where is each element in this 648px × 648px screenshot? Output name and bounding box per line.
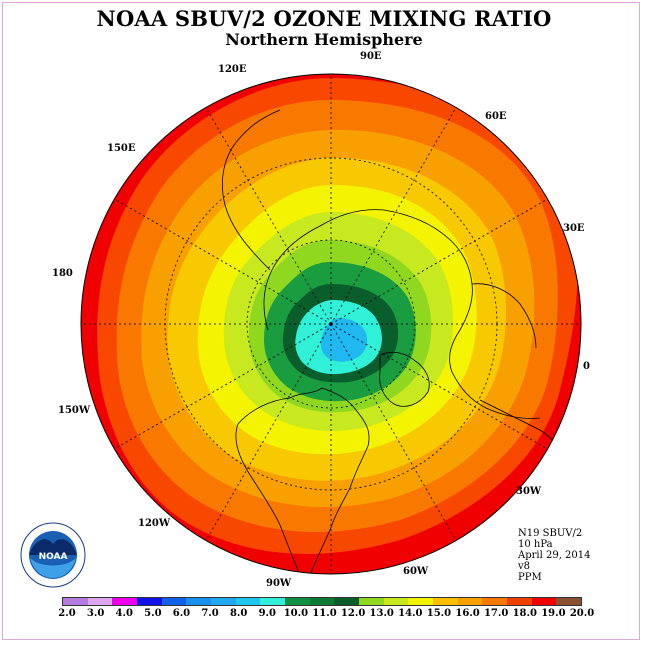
logo-text: NOAA: [39, 552, 68, 562]
lon-label-150e: 150E: [107, 143, 136, 154]
colorbar-tick-label: 18.0: [512, 608, 537, 619]
lon-label-180: 180: [52, 268, 73, 279]
logo-bird-icon: [29, 539, 77, 555]
colorbar-swatch: [235, 598, 261, 605]
lon-label-0: 0: [583, 361, 590, 372]
colorbar-swatch: [137, 598, 162, 605]
meridian-line: [114, 323, 332, 450]
colorbar-tick-label: 6.0: [172, 608, 191, 619]
meridian-lines: [81, 74, 581, 574]
lon-label-60w: 60W: [403, 566, 429, 577]
colorbar-swatch: [112, 598, 138, 605]
meridian-line: [330, 107, 457, 325]
map-subtitle: Northern Hemisphere: [225, 30, 423, 49]
version-label: v8: [518, 561, 531, 572]
latitude-circle-60n: [246, 239, 416, 409]
page-frame: [2, 2, 640, 640]
meridian-line: [205, 323, 332, 541]
coastline-north-america: [235, 387, 370, 574]
colorbar-tick-label: 12.0: [340, 608, 366, 619]
meridian-line: [330, 323, 548, 450]
lon-label-120w: 120W: [138, 518, 171, 529]
coastlines: [221, 109, 571, 574]
date-label: April 29, 2014: [518, 550, 591, 561]
colorbar-tick-label: 9.0: [258, 608, 276, 619]
colorbar-swatch: [285, 598, 310, 605]
colorbar-tick-label: 20.0: [569, 608, 595, 619]
meridian-line: [330, 323, 457, 541]
colorbar-swatch: [556, 598, 582, 605]
coastline-greenland: [379, 351, 430, 407]
lon-label-90e: 90E: [360, 51, 382, 62]
colorbar-tick-label: 11.0: [312, 608, 337, 619]
colorbar-swatch: [457, 598, 483, 605]
colorbar-ticks: 2.0 3.0 4.0 5.0 6.0 7.0 8.0 9.0 10.0 11.0 12.0 13.0…: [0, 608, 648, 622]
colorbar-swatch: [63, 598, 88, 605]
colorbar-swatch: [211, 598, 236, 605]
coastline-asia-east: [221, 109, 281, 271]
lon-label-120e: 120E: [218, 64, 247, 75]
units-label: PPM: [518, 572, 542, 583]
colorbar-tick-label: 2.0: [58, 608, 76, 619]
colorbar-tick-label: 13.0: [369, 608, 394, 619]
coastline-eurasia: [263, 209, 541, 419]
satellite-label: N19 SBUV/2: [518, 528, 583, 539]
meridian-line: [114, 198, 332, 325]
lon-label-90w: 90W: [266, 578, 292, 589]
pressure-level-label: 10 hPa: [518, 539, 553, 550]
colorbar-swatch: [531, 598, 557, 605]
colorbar-tick-label: 15.0: [426, 608, 452, 619]
lon-label-30e: 30E: [563, 223, 585, 234]
colorbar-tick-label: 19.0: [541, 608, 566, 619]
colorbar-swatch: [482, 598, 508, 605]
colorbar-swatch: [408, 598, 434, 605]
meridian-line: [330, 198, 548, 325]
colorbar-tick-label: 3.0: [86, 608, 105, 619]
colorbar: [62, 597, 582, 606]
colorbar-tick-label: 16.0: [455, 608, 480, 619]
colorbar-swatch: [507, 598, 532, 605]
colorbar-tick-label: 4.0: [115, 608, 133, 619]
colorbar-swatch: [260, 598, 286, 605]
colorbar-swatch: [161, 598, 187, 605]
map-title: NOAA SBUV/2 OZONE MIXING RATIO: [96, 6, 552, 31]
colorbar-tick-label: 7.0: [201, 608, 219, 619]
logo-wave-icon: [30, 558, 76, 578]
lon-label-30w: 30W: [516, 486, 542, 497]
colorbar-tick-label: 10.0: [283, 608, 309, 619]
map-boundary: [80, 73, 582, 575]
colorbar-tick-label: 5.0: [144, 608, 162, 619]
contour-band-8: [320, 318, 368, 362]
colorbar-swatch: [359, 598, 384, 605]
lon-label-150w: 150W: [58, 405, 91, 416]
colorbar-swatch: [87, 598, 113, 605]
graticule: [81, 74, 581, 574]
colorbar-swatch: [186, 598, 212, 605]
meridian-line: [205, 107, 332, 325]
colorbar-swatch: [309, 598, 335, 605]
colorbar-tick-label: 14.0: [398, 608, 423, 619]
colorbar-tick-label: 17.0: [483, 608, 509, 619]
colorbar-swatch: [334, 598, 360, 605]
info-block: N19 SBUV/2 10 hPa April 29, 2014 v8 PPM: [518, 528, 591, 583]
colorbar-swatch: [433, 598, 458, 605]
noaa-logo: NOAA: [20, 522, 86, 588]
colorbar-tick-label: 8.0: [229, 608, 248, 619]
colorbar-swatch: [383, 598, 409, 605]
lon-label-60e: 60E: [485, 111, 507, 122]
